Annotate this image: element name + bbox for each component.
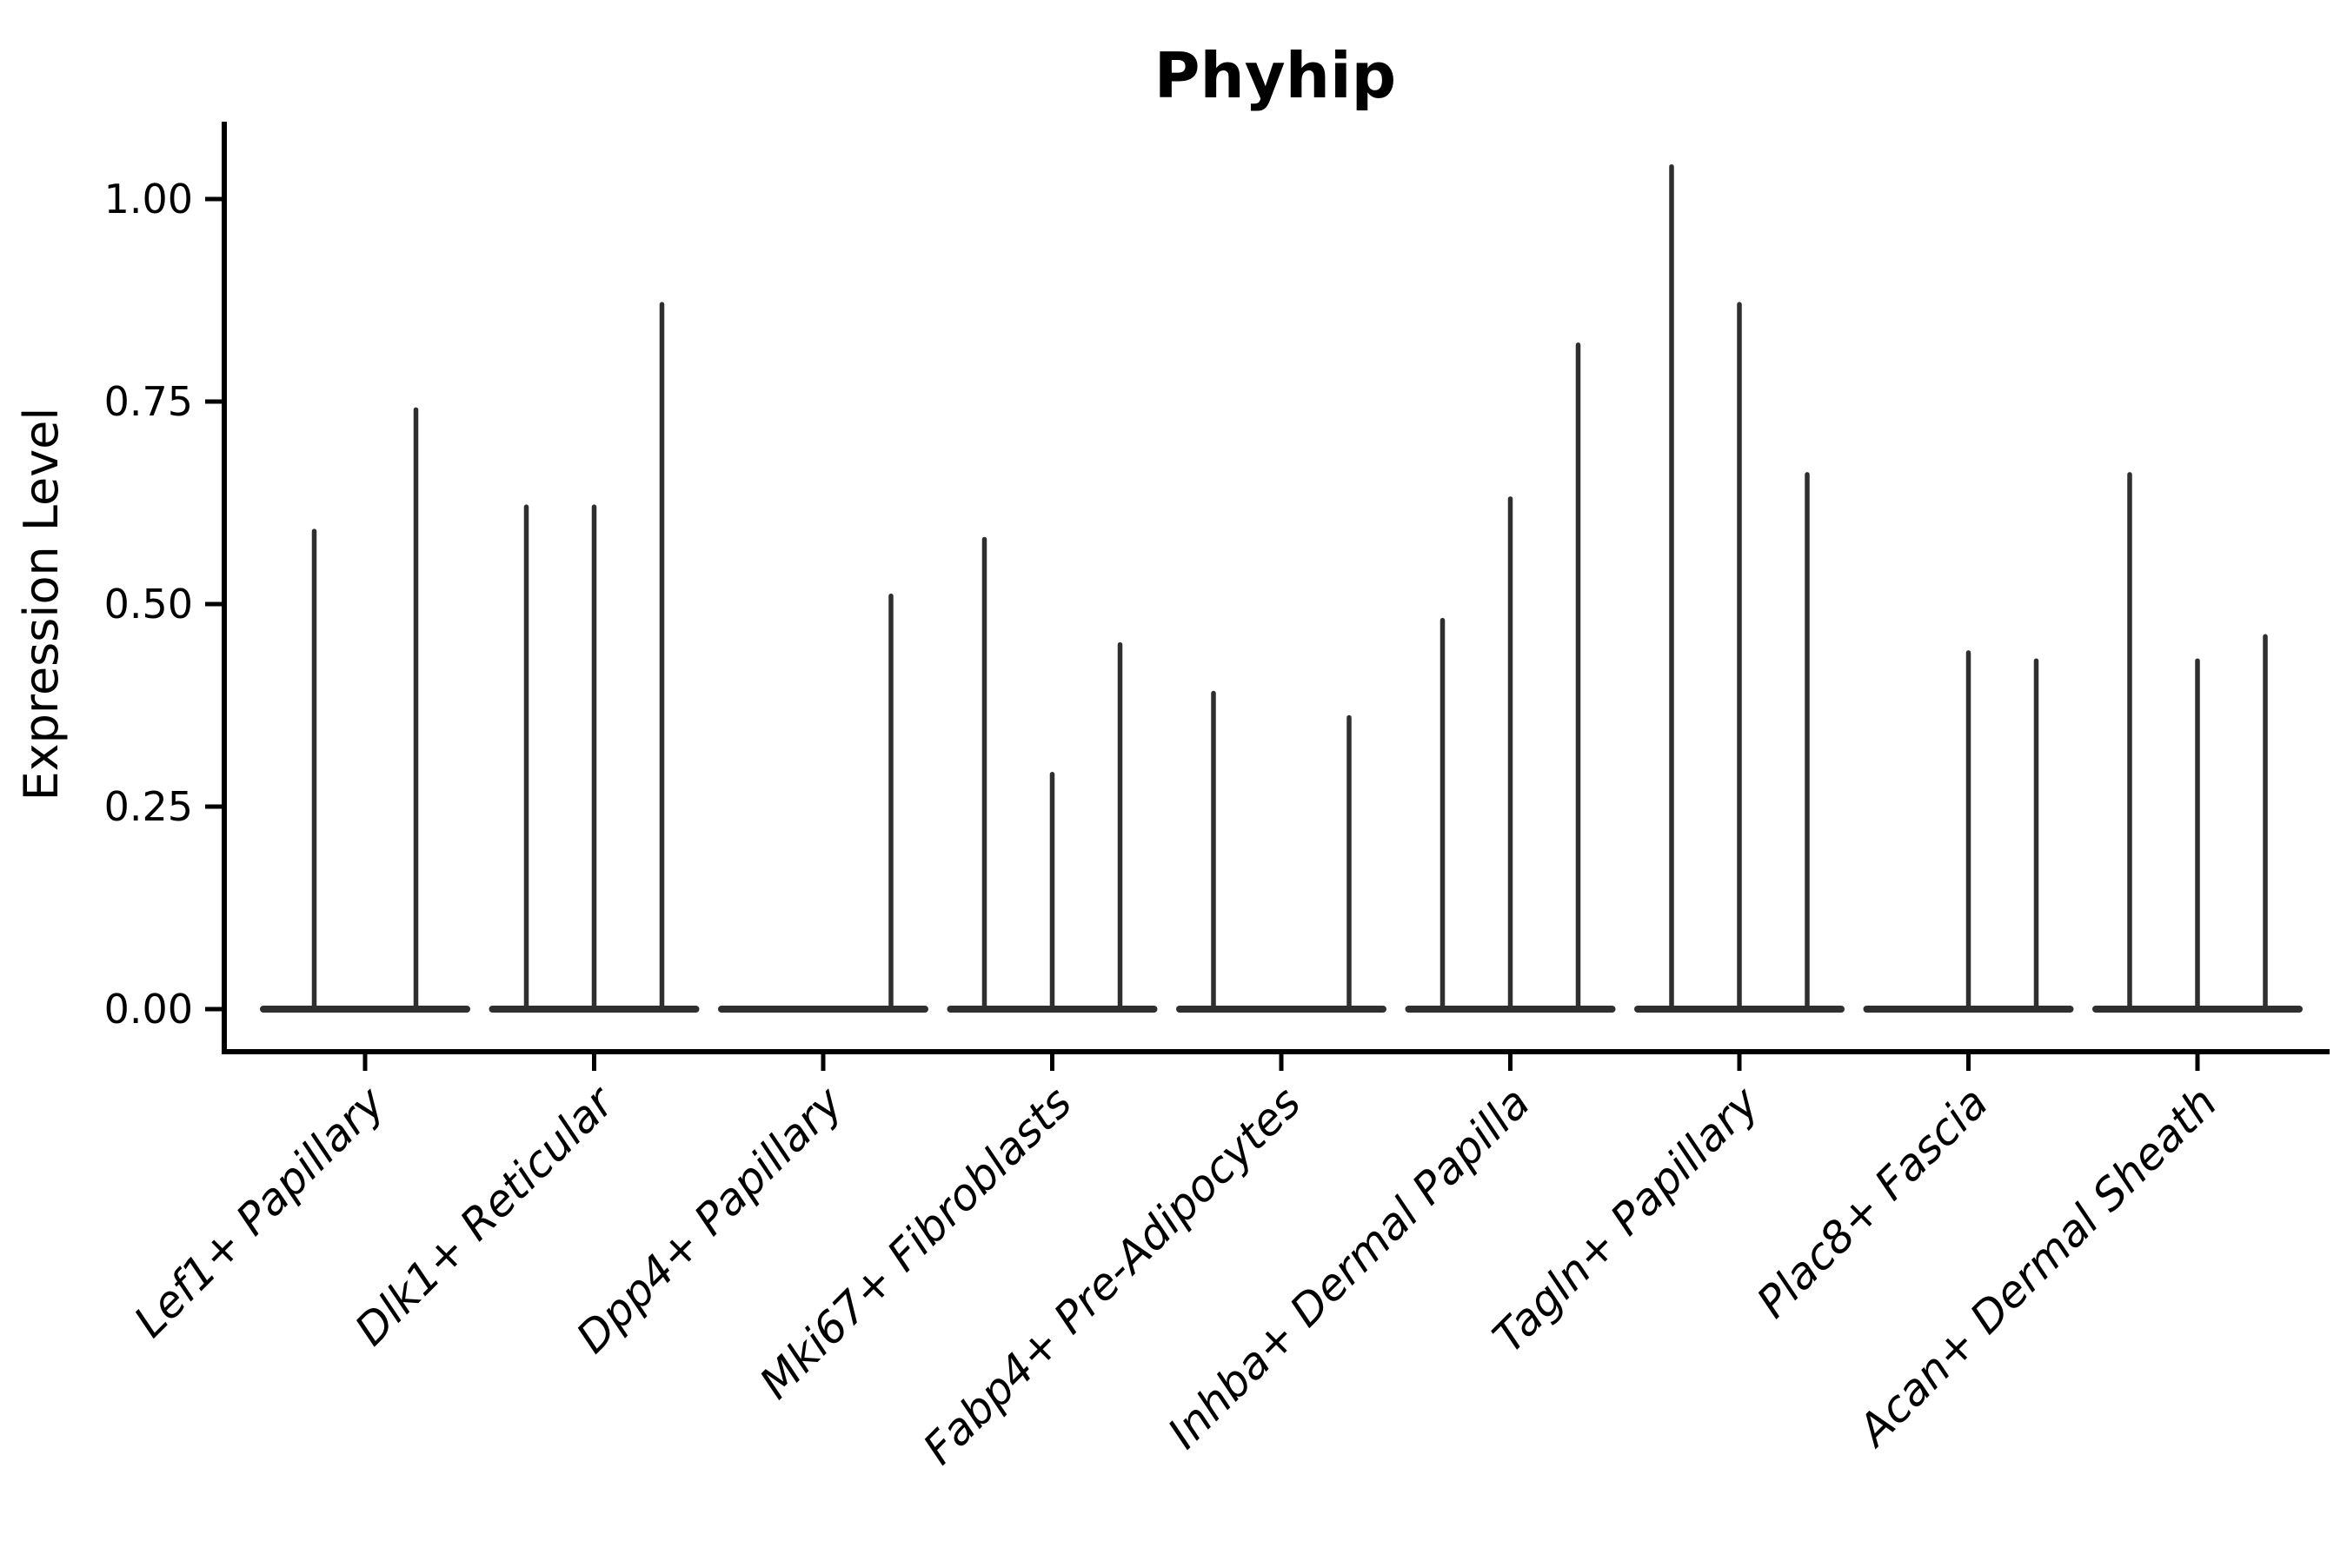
- x-tick-label: Fabp4+ Pre-Adipocytes: [914, 1077, 1311, 1474]
- violin-group: [1634, 163, 1845, 1013]
- y-axis-label: Expression Level: [14, 408, 69, 801]
- x-tick-label: Lef1+ Papillary: [124, 1076, 395, 1346]
- violin-group: [1863, 650, 2074, 1013]
- violin-group: [947, 536, 1158, 1013]
- y-axis: 0.00 0.25 0.50 0.75 1.00: [104, 176, 224, 1033]
- y-tick-label: 1.00: [104, 176, 193, 223]
- chart-title: Phyhip: [1154, 39, 1396, 112]
- x-tick-label: Plac8+ Fascia: [1747, 1077, 1998, 1327]
- violin-group: [260, 407, 470, 1013]
- violin-group: [1405, 342, 1616, 1013]
- violin-group: [1176, 690, 1386, 1013]
- y-tick-label: 0.00: [104, 986, 193, 1033]
- violin-group: [489, 302, 700, 1013]
- violin-group: [2092, 472, 2303, 1013]
- violins-layer: [260, 163, 2303, 1013]
- y-tick-label: 0.50: [104, 581, 193, 628]
- x-tick-label: Inhba+ Dermal Papilla: [1159, 1077, 1539, 1458]
- violin-group: [718, 593, 928, 1013]
- axis-spines: [222, 122, 2330, 1054]
- y-tick-label: 0.75: [104, 378, 193, 425]
- y-tick-label: 0.25: [104, 783, 193, 830]
